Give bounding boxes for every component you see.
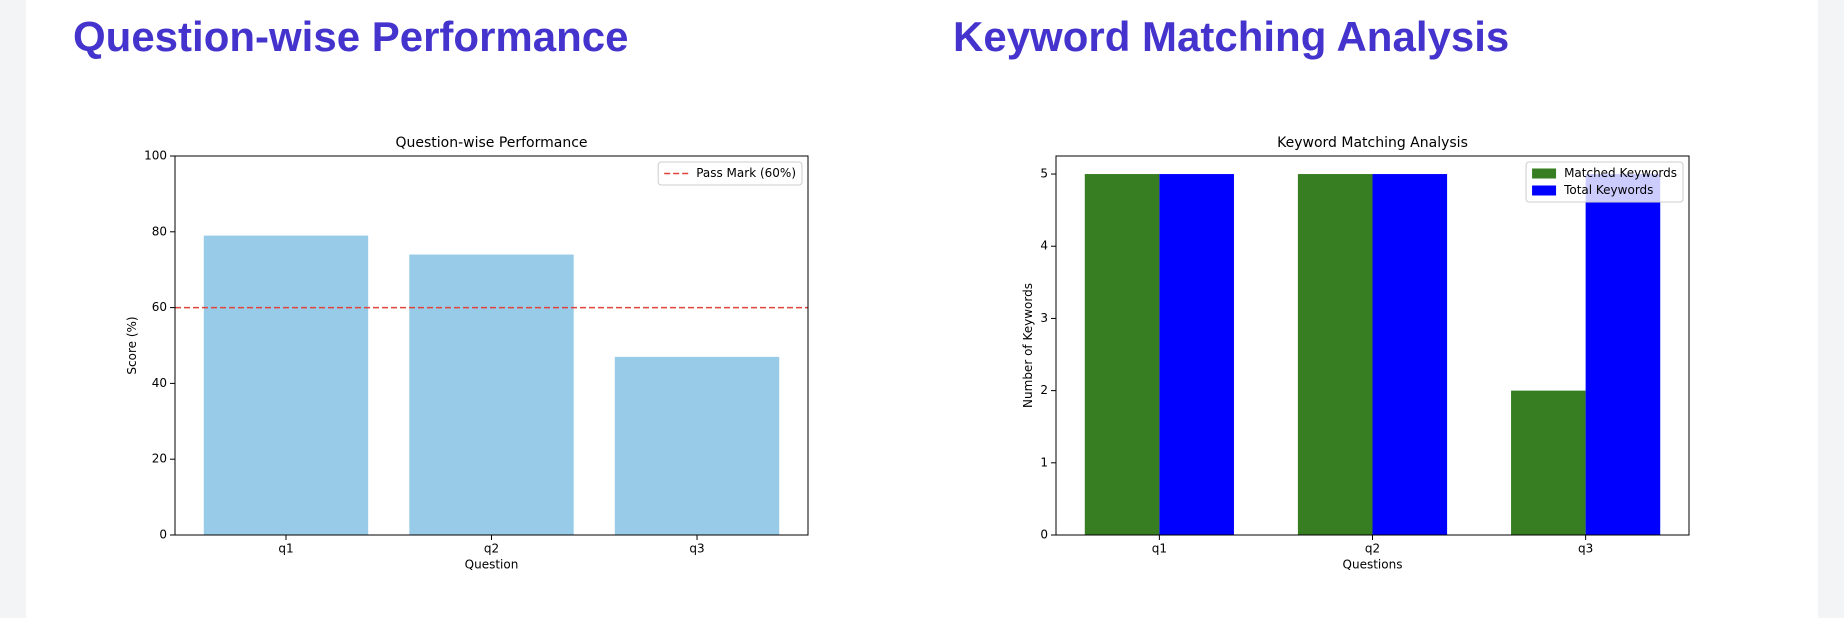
legend-handle <box>1532 168 1557 179</box>
x-tick-label: q1 <box>1152 542 1167 556</box>
y-tick-label: 5 <box>1040 167 1048 181</box>
y-tick-label: 2 <box>1040 383 1048 397</box>
legend-box <box>657 161 803 186</box>
y-tick-label: 3 <box>1040 311 1048 325</box>
legend-handle <box>1532 185 1557 196</box>
x-tick-label: q1 <box>278 542 293 556</box>
y-tick-label: 20 <box>152 452 167 466</box>
bar <box>203 235 369 535</box>
y-tick-label: 0 <box>1040 528 1048 542</box>
x-tick-label: q2 <box>1365 542 1380 556</box>
bar <box>614 356 780 535</box>
bar <box>1372 174 1448 536</box>
legend-label: Matched Keywords <box>1564 166 1677 180</box>
x-tick-label: q3 <box>1578 542 1593 556</box>
y-tick-label: 0 <box>159 528 167 542</box>
y-tick-label: 1 <box>1040 455 1048 469</box>
y-tick-label: 100 <box>144 149 167 163</box>
legend-box <box>1525 161 1684 203</box>
y-tick-label: 40 <box>152 376 167 390</box>
y-axis-label: Number of Keywords <box>1021 283 1035 408</box>
bar <box>1084 174 1160 536</box>
legend-label: Total Keywords <box>1563 183 1653 197</box>
x-tick-label: q2 <box>484 542 499 556</box>
y-tick-label: 60 <box>152 300 167 314</box>
chart-title: Question-wise Performance <box>395 135 587 151</box>
y-tick-label: 4 <box>1040 239 1048 253</box>
bar <box>1511 390 1586 535</box>
y-tick-label: 80 <box>152 224 167 238</box>
section-heading: Keyword Matching Analysis <box>953 13 1509 60</box>
chart-title: Keyword Matching Analysis <box>1277 135 1468 151</box>
bar <box>409 254 574 536</box>
x-axis-label: Question <box>465 558 519 572</box>
bar <box>1585 174 1661 536</box>
y-axis-label: Score (%) <box>125 316 139 374</box>
section-heading: Question-wise Performance <box>73 13 629 60</box>
x-axis-label: Questions <box>1343 558 1403 572</box>
legend-label: Pass Mark (60%) <box>696 166 796 180</box>
x-tick-label: q3 <box>689 542 704 556</box>
bar <box>1159 174 1234 536</box>
bar <box>1297 174 1373 536</box>
